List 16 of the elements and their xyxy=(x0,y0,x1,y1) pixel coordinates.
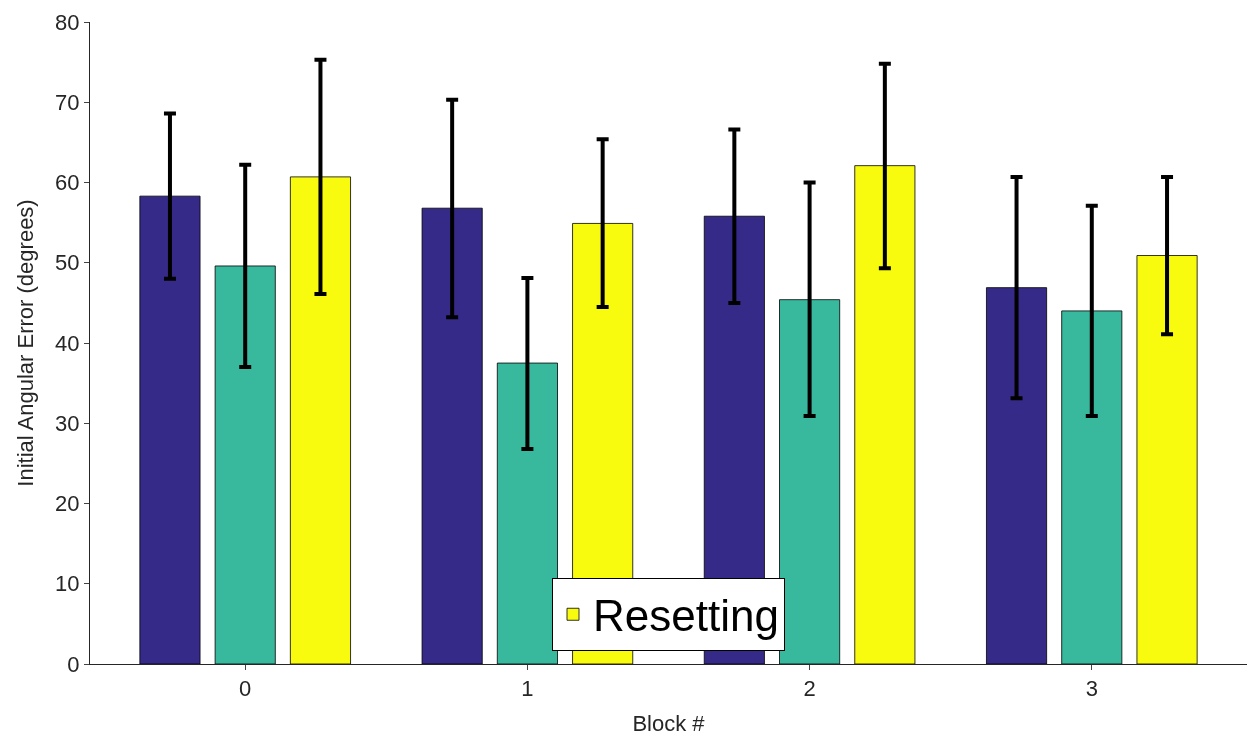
x-tick-label: 1 xyxy=(521,676,534,702)
y-tick-label: 10 xyxy=(55,571,80,597)
x-axis-title: Block # xyxy=(632,711,706,737)
x-tick-label: 2 xyxy=(803,676,816,702)
y-tick-label: 80 xyxy=(55,9,80,35)
x-tick-label: 3 xyxy=(1085,676,1098,702)
y-tick-label: 40 xyxy=(55,330,80,356)
y-tick-label: 60 xyxy=(55,170,80,196)
y-axis-title: Initial Angular Error (degrees) xyxy=(12,199,38,487)
y-tick-label: 70 xyxy=(55,89,80,115)
legend-label: Resetting xyxy=(593,591,779,641)
y-tick-label: 0 xyxy=(67,651,80,677)
y-tick-label: 50 xyxy=(55,250,80,276)
y-tick-label: 30 xyxy=(55,410,80,436)
x-tick-label: 0 xyxy=(239,676,252,702)
y-tick-label: 20 xyxy=(55,491,80,517)
